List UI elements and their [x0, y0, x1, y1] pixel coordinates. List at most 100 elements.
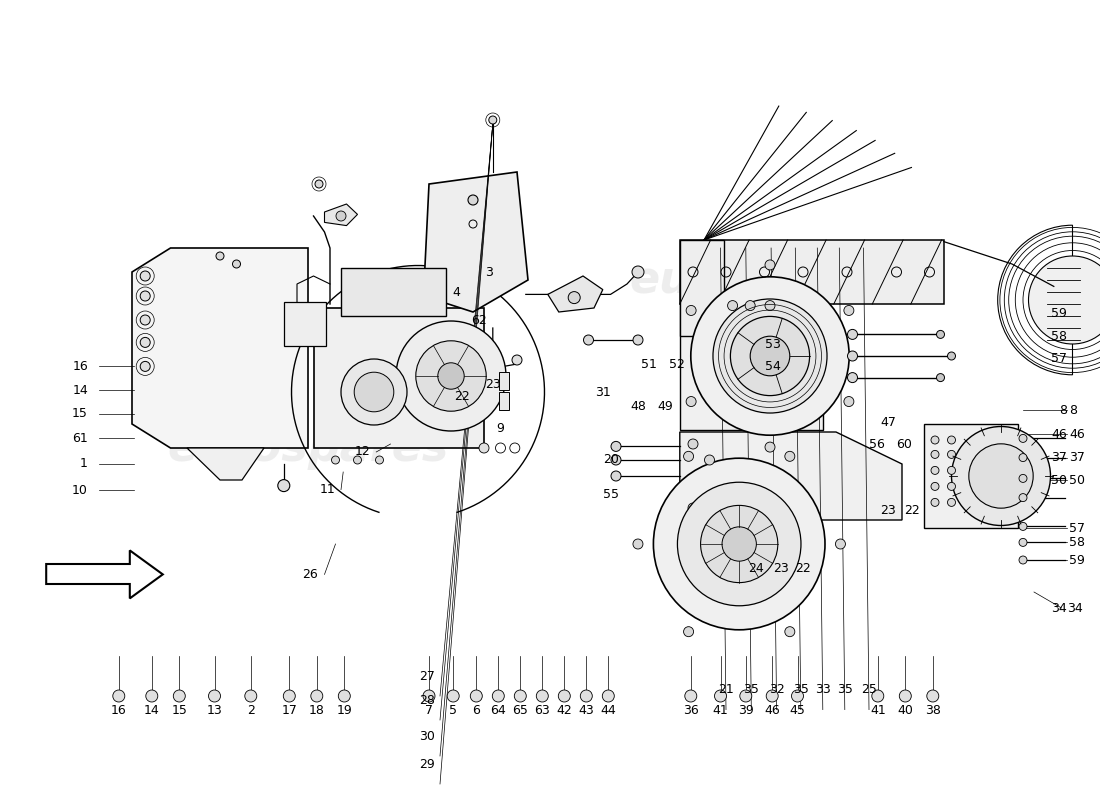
Circle shape [331, 456, 340, 464]
Circle shape [1019, 538, 1027, 546]
Circle shape [713, 299, 827, 413]
Bar [498, 392, 509, 410]
Text: 59: 59 [1052, 307, 1067, 320]
Circle shape [146, 690, 157, 702]
Text: 25: 25 [861, 683, 877, 696]
Circle shape [900, 690, 911, 702]
Circle shape [764, 301, 776, 310]
Circle shape [1019, 494, 1027, 502]
Text: 40: 40 [898, 704, 913, 717]
Text: 23: 23 [485, 378, 501, 390]
Bar [680, 240, 724, 336]
Circle shape [396, 321, 506, 431]
Circle shape [704, 503, 715, 513]
Circle shape [493, 690, 504, 702]
Text: 50: 50 [1069, 474, 1086, 486]
Text: 5: 5 [449, 704, 458, 717]
Circle shape [688, 503, 698, 513]
Text: 4: 4 [452, 286, 461, 298]
Text: 2: 2 [246, 704, 255, 717]
Text: 46: 46 [764, 704, 780, 717]
Text: 37: 37 [1052, 451, 1067, 464]
Circle shape [947, 466, 956, 474]
Bar [924, 424, 1018, 528]
Circle shape [478, 443, 490, 453]
Circle shape [969, 444, 1033, 508]
Circle shape [174, 690, 185, 702]
Circle shape [1019, 556, 1027, 564]
Text: 16: 16 [73, 360, 88, 373]
Text: eurospares: eurospares [629, 258, 911, 302]
Circle shape [488, 116, 497, 124]
Text: 8: 8 [1069, 404, 1077, 417]
Circle shape [691, 277, 849, 435]
Text: 26: 26 [302, 568, 318, 581]
Text: 35: 35 [837, 683, 852, 696]
Circle shape [336, 211, 346, 221]
Circle shape [688, 439, 698, 449]
Circle shape [1028, 256, 1100, 344]
Text: 52: 52 [669, 358, 684, 370]
Circle shape [1019, 474, 1027, 482]
Circle shape [844, 306, 854, 315]
Text: 13: 13 [207, 704, 222, 717]
Text: 14: 14 [144, 704, 159, 717]
Circle shape [947, 482, 956, 490]
Circle shape [872, 690, 883, 702]
Circle shape [424, 690, 434, 702]
Circle shape [416, 341, 486, 411]
Circle shape [847, 373, 858, 382]
Circle shape [209, 690, 220, 702]
Circle shape [471, 690, 482, 702]
Circle shape [632, 539, 644, 549]
Circle shape [569, 292, 580, 304]
Text: 1: 1 [80, 458, 88, 470]
Bar [498, 372, 509, 390]
Bar [680, 240, 944, 304]
Text: 15: 15 [73, 407, 88, 420]
Circle shape [140, 338, 151, 347]
Text: 41: 41 [870, 704, 886, 717]
Circle shape [745, 301, 756, 310]
Circle shape [947, 450, 956, 458]
Circle shape [140, 362, 151, 371]
Text: eurospares: eurospares [629, 258, 911, 302]
Bar [314, 308, 484, 448]
Circle shape [927, 690, 938, 702]
Text: 46: 46 [1052, 428, 1067, 441]
Circle shape [354, 372, 394, 412]
Circle shape [715, 690, 726, 702]
Text: 16: 16 [111, 704, 126, 717]
Text: 27: 27 [419, 670, 435, 682]
Text: 41: 41 [713, 704, 728, 717]
Circle shape [610, 442, 621, 451]
Text: 34: 34 [1067, 602, 1082, 614]
Circle shape [140, 271, 151, 281]
Circle shape [936, 330, 945, 338]
Circle shape [947, 498, 956, 506]
Text: 38: 38 [925, 704, 940, 717]
Polygon shape [132, 248, 308, 448]
Text: 39: 39 [738, 704, 754, 717]
Polygon shape [187, 448, 264, 480]
Circle shape [764, 442, 776, 452]
Text: 19: 19 [337, 704, 352, 717]
Circle shape [341, 359, 407, 425]
Text: 64: 64 [491, 704, 506, 717]
Circle shape [512, 355, 522, 365]
Circle shape [784, 451, 795, 462]
Circle shape [232, 260, 241, 268]
Text: 57: 57 [1050, 352, 1067, 365]
Text: 14: 14 [73, 384, 88, 397]
Circle shape [931, 482, 939, 490]
Circle shape [701, 506, 778, 582]
Circle shape [686, 306, 696, 315]
Circle shape [438, 362, 464, 389]
Text: 11: 11 [320, 483, 336, 496]
Circle shape [559, 690, 570, 702]
Text: 50: 50 [1050, 474, 1067, 486]
Text: 12: 12 [355, 446, 371, 458]
Text: 33: 33 [815, 683, 830, 696]
Circle shape [686, 397, 696, 406]
Circle shape [847, 351, 858, 361]
